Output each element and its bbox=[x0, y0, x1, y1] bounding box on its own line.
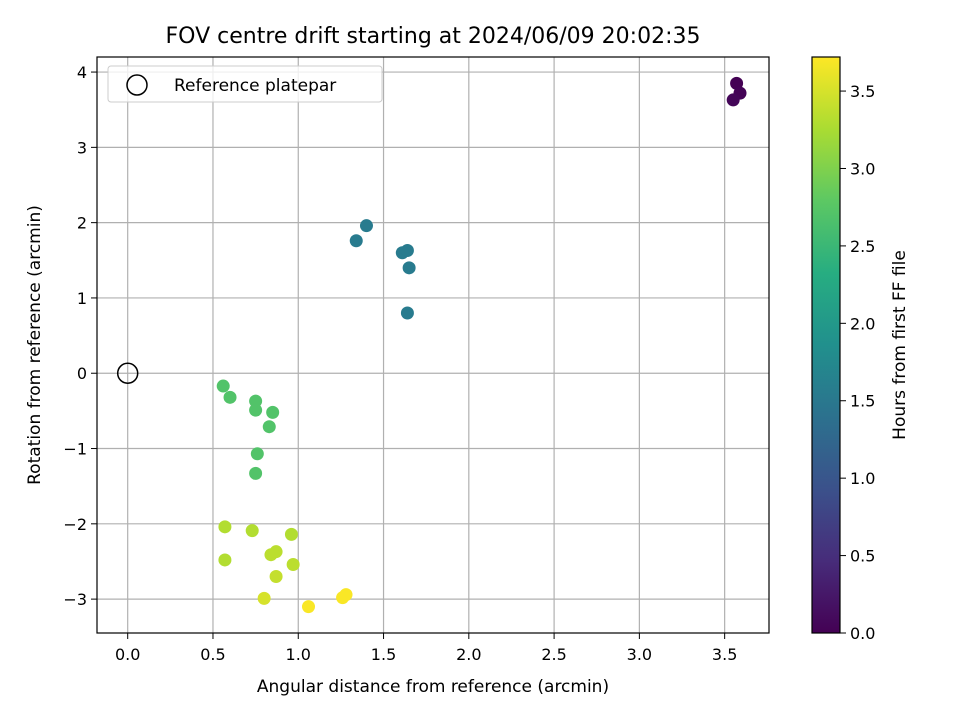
colorbar-tick-label: 3.5 bbox=[850, 82, 875, 101]
legend-box bbox=[107, 65, 383, 103]
data-point bbox=[250, 447, 264, 461]
colorbar-tick-label: 0.0 bbox=[850, 624, 875, 643]
y-tick-label: 1 bbox=[77, 289, 87, 308]
data-point bbox=[266, 405, 280, 419]
colorbar-tick-label: 3.0 bbox=[850, 159, 875, 178]
x-tick-label: 2.0 bbox=[456, 645, 481, 664]
y-axis: −3 −2 −1 0 1 2 3 4 bbox=[63, 63, 97, 609]
y-tick-label: 3 bbox=[77, 138, 87, 157]
colorbar-ticks: 0.0 0.5 1.0 1.5 2.0 2.5 3.0 3.5 bbox=[840, 82, 875, 643]
x-tick-label: 0.5 bbox=[200, 645, 225, 664]
data-point bbox=[249, 394, 263, 408]
data-point bbox=[245, 524, 259, 538]
data-point bbox=[284, 527, 298, 541]
reference-layer bbox=[116, 362, 139, 384]
y-tick-label: −2 bbox=[63, 515, 87, 534]
data-point bbox=[269, 545, 283, 559]
data-points bbox=[216, 76, 747, 614]
x-axis: 0.0 0.5 1.0 1.5 2.0 2.5 3.0 3.5 bbox=[115, 633, 737, 664]
colorbar-tick-label: 1.5 bbox=[850, 392, 875, 411]
data-point bbox=[400, 306, 414, 320]
colorbar-gradient bbox=[812, 57, 840, 633]
data-point bbox=[400, 244, 414, 258]
gridlines bbox=[97, 57, 769, 633]
colorbar: 0.0 0.5 1.0 1.5 2.0 2.5 3.0 3.5 Hours from firs… bbox=[811, 56, 910, 643]
legend: Reference platepar bbox=[107, 65, 383, 103]
x-tick-label: 3.0 bbox=[627, 645, 652, 664]
data-point bbox=[257, 591, 271, 605]
reference-point-marker bbox=[116, 362, 139, 384]
colorbar-tick-label: 2.5 bbox=[850, 237, 875, 256]
data-point bbox=[218, 553, 232, 567]
data-point bbox=[349, 234, 363, 248]
data-point bbox=[726, 93, 740, 107]
x-tick-label: 2.5 bbox=[541, 645, 566, 664]
x-tick-label: 1.5 bbox=[371, 645, 396, 664]
y-tick-label: −3 bbox=[63, 590, 87, 609]
data-point bbox=[301, 600, 315, 614]
colorbar-label: Hours from first FF file bbox=[890, 250, 910, 440]
y-tick-label: 2 bbox=[77, 214, 87, 233]
y-tick-label: 0 bbox=[77, 364, 87, 383]
data-point bbox=[262, 420, 276, 434]
data-point bbox=[269, 570, 283, 584]
y-axis-label: Rotation from reference (arcmin) bbox=[25, 205, 45, 485]
x-tick-label: 3.5 bbox=[712, 645, 737, 664]
y-tick-label: 4 bbox=[77, 63, 87, 82]
chart-title: FOV centre drift starting at 2024/06/09 … bbox=[166, 24, 701, 49]
colorbar-tick-label: 2.0 bbox=[850, 314, 875, 333]
data-point bbox=[216, 379, 230, 393]
data-point bbox=[249, 403, 263, 417]
x-tick-label: 0.0 bbox=[115, 645, 140, 664]
legend-marker-icon bbox=[126, 74, 148, 96]
data-point bbox=[359, 219, 373, 233]
data-point bbox=[286, 557, 300, 571]
x-axis-label: Angular distance from reference (arcmin) bbox=[257, 677, 609, 697]
data-point bbox=[339, 588, 353, 602]
data-point bbox=[218, 520, 232, 534]
data-point bbox=[402, 261, 416, 275]
legend-label: Reference platepar bbox=[174, 76, 336, 96]
colorbar-tick-label: 0.5 bbox=[850, 547, 875, 566]
y-tick-label: −1 bbox=[63, 440, 87, 459]
data-point bbox=[249, 466, 263, 480]
data-point bbox=[730, 76, 744, 90]
colorbar-tick-label: 1.0 bbox=[850, 469, 875, 488]
colorbar-frame bbox=[811, 56, 841, 634]
data-point bbox=[223, 390, 237, 404]
plot-area-frame bbox=[96, 56, 770, 634]
x-tick-label: 1.0 bbox=[286, 645, 311, 664]
